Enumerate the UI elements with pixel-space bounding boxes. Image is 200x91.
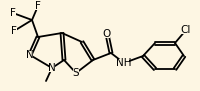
Text: Cl: Cl bbox=[180, 25, 190, 35]
Bar bbox=[118, 59, 129, 67]
Bar bbox=[104, 30, 109, 38]
Bar bbox=[35, 2, 41, 10]
Bar bbox=[73, 69, 78, 77]
Bar bbox=[49, 64, 54, 72]
Bar bbox=[10, 9, 16, 17]
Text: S: S bbox=[72, 68, 79, 78]
Text: N: N bbox=[26, 50, 34, 60]
Text: NH: NH bbox=[116, 58, 131, 68]
Text: F: F bbox=[35, 1, 41, 11]
Bar bbox=[11, 27, 17, 35]
Text: F: F bbox=[11, 26, 17, 36]
Text: O: O bbox=[102, 29, 111, 39]
Bar bbox=[180, 26, 191, 34]
Text: N: N bbox=[48, 63, 56, 73]
Bar bbox=[27, 51, 33, 59]
Text: F: F bbox=[10, 8, 16, 18]
